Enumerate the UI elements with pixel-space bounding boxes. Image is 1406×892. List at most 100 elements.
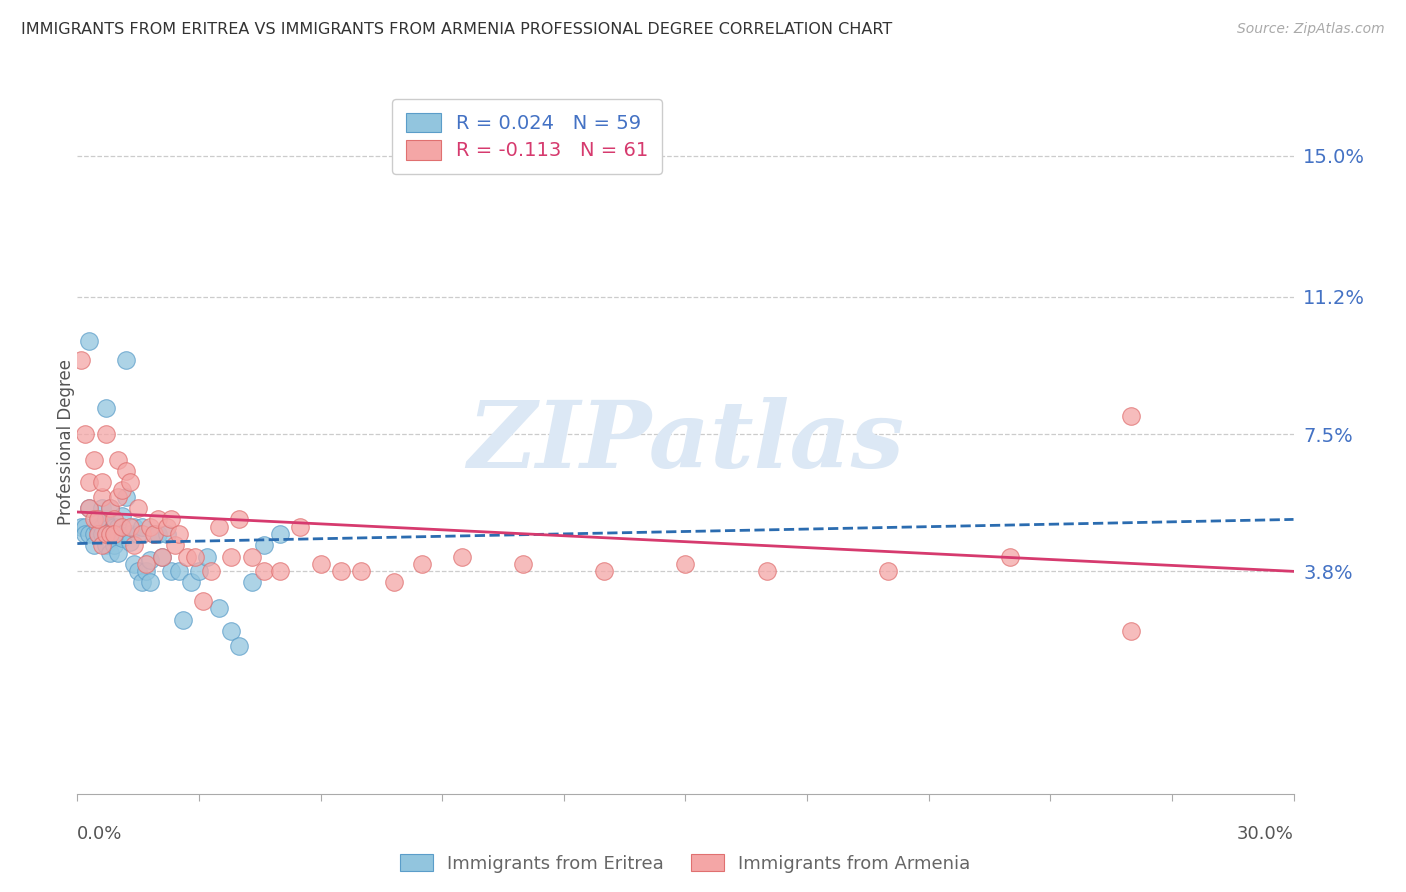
Point bbox=[103, 512, 125, 526]
Point bbox=[86, 512, 108, 526]
Point bbox=[228, 512, 250, 526]
Point bbox=[877, 565, 900, 579]
Point bbox=[253, 565, 276, 579]
Point bbox=[221, 624, 243, 638]
Point bbox=[103, 531, 125, 545]
Point bbox=[90, 501, 112, 516]
Point bbox=[350, 565, 373, 579]
Point bbox=[75, 427, 97, 442]
Point bbox=[107, 520, 129, 534]
Point bbox=[1121, 409, 1143, 423]
Point bbox=[86, 527, 108, 541]
Point bbox=[107, 453, 129, 467]
Point bbox=[184, 549, 207, 564]
Point bbox=[94, 512, 117, 526]
Point bbox=[83, 512, 105, 526]
Point bbox=[200, 565, 222, 579]
Point bbox=[111, 483, 134, 497]
Point bbox=[98, 501, 121, 516]
Point bbox=[195, 549, 218, 564]
Point bbox=[139, 520, 162, 534]
Text: 30.0%: 30.0% bbox=[1237, 825, 1294, 843]
Legend: Immigrants from Eritrea, Immigrants from Armenia: Immigrants from Eritrea, Immigrants from… bbox=[394, 847, 977, 880]
Point bbox=[118, 475, 141, 490]
Point bbox=[98, 527, 121, 541]
Point bbox=[135, 565, 157, 579]
Point bbox=[253, 538, 276, 552]
Point bbox=[115, 353, 138, 368]
Point bbox=[593, 565, 616, 579]
Point bbox=[208, 520, 231, 534]
Point bbox=[139, 553, 162, 567]
Point bbox=[103, 520, 125, 534]
Point bbox=[148, 527, 170, 541]
Point bbox=[411, 557, 433, 571]
Point bbox=[94, 401, 117, 416]
Point bbox=[152, 549, 174, 564]
Point bbox=[86, 527, 108, 541]
Point bbox=[90, 490, 112, 504]
Point bbox=[228, 639, 250, 653]
Point bbox=[79, 475, 101, 490]
Point bbox=[79, 334, 101, 349]
Point bbox=[115, 490, 138, 504]
Point bbox=[79, 527, 101, 541]
Point bbox=[240, 575, 263, 590]
Point bbox=[221, 549, 243, 564]
Y-axis label: Professional Degree: Professional Degree bbox=[58, 359, 75, 524]
Point bbox=[143, 527, 166, 541]
Point bbox=[94, 427, 117, 442]
Point bbox=[79, 501, 101, 516]
Point bbox=[127, 527, 149, 541]
Point bbox=[148, 512, 170, 526]
Point bbox=[90, 538, 112, 552]
Point bbox=[90, 520, 112, 534]
Point bbox=[75, 520, 97, 534]
Text: IMMIGRANTS FROM ERITREA VS IMMIGRANTS FROM ARMENIA PROFESSIONAL DEGREE CORRELATI: IMMIGRANTS FROM ERITREA VS IMMIGRANTS FR… bbox=[21, 22, 893, 37]
Point bbox=[94, 538, 117, 552]
Point bbox=[191, 594, 214, 608]
Point bbox=[167, 527, 190, 541]
Point bbox=[83, 538, 105, 552]
Point bbox=[118, 527, 141, 541]
Point bbox=[83, 453, 105, 467]
Point bbox=[98, 527, 121, 541]
Point bbox=[451, 549, 474, 564]
Point bbox=[163, 538, 186, 552]
Point bbox=[107, 490, 129, 504]
Point bbox=[176, 549, 198, 564]
Point bbox=[103, 527, 125, 541]
Point bbox=[131, 520, 153, 534]
Point bbox=[127, 565, 149, 579]
Point bbox=[135, 557, 157, 571]
Point bbox=[180, 575, 202, 590]
Point bbox=[111, 520, 134, 534]
Point bbox=[103, 538, 125, 552]
Point bbox=[240, 549, 263, 564]
Point bbox=[172, 613, 194, 627]
Point bbox=[167, 565, 190, 579]
Point bbox=[143, 527, 166, 541]
Point bbox=[155, 527, 177, 541]
Point bbox=[70, 520, 93, 534]
Point bbox=[188, 565, 211, 579]
Point bbox=[103, 527, 125, 541]
Point bbox=[86, 512, 108, 526]
Point bbox=[118, 534, 141, 549]
Point bbox=[329, 565, 352, 579]
Point bbox=[83, 527, 105, 541]
Point bbox=[79, 501, 101, 516]
Point bbox=[208, 601, 231, 615]
Point bbox=[90, 527, 112, 541]
Point bbox=[70, 353, 93, 368]
Point bbox=[90, 475, 112, 490]
Point bbox=[675, 557, 697, 571]
Text: ZIPatlas: ZIPatlas bbox=[467, 397, 904, 486]
Point bbox=[94, 527, 117, 541]
Point bbox=[159, 565, 181, 579]
Point bbox=[122, 538, 145, 552]
Point bbox=[115, 464, 138, 478]
Point bbox=[122, 520, 145, 534]
Point bbox=[998, 549, 1021, 564]
Point bbox=[512, 557, 534, 571]
